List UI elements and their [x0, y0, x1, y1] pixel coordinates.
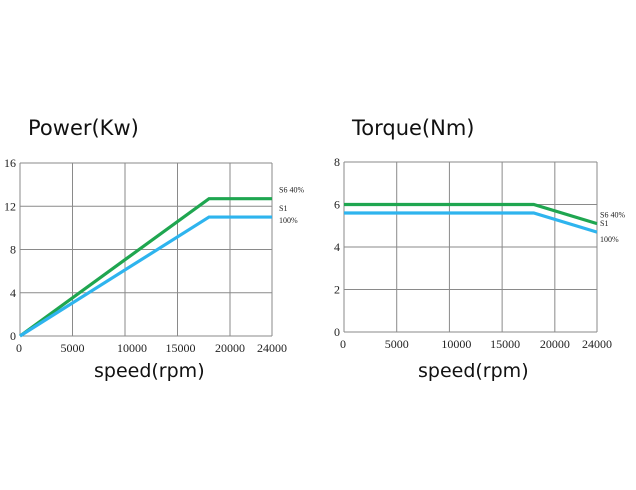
torque-series-label-0: S6 40% [600, 211, 625, 220]
torque-ytick-label-3: 6 [334, 198, 340, 212]
power-series-label-0: S6 40% [279, 186, 304, 195]
power-chart-title: Power(Kw) [28, 116, 139, 140]
torque-ytick-label-2: 4 [334, 240, 340, 254]
power-ytick-label-4: 16 [4, 156, 16, 170]
torque-xtick-label-4: 20000 [540, 337, 570, 351]
torque-ytick-label-4: 8 [334, 155, 340, 169]
power-series-label-1: S1 [279, 204, 287, 213]
torque-series-line-0 [344, 202, 598, 226]
power-series-line-0 [19, 197, 272, 338]
power-series-line-1 [19, 215, 272, 338]
power-xtick-label-3: 15000 [166, 341, 196, 355]
power-xtick-label-2: 10000 [117, 341, 147, 355]
torque-series-label-1: S1 [600, 219, 608, 228]
torque-xtick-label-2: 10000 [441, 337, 471, 351]
torque-xtick-label-0: 0 [340, 337, 346, 351]
power-ytick-label-1: 4 [10, 286, 16, 300]
power-ytick-label-0: 0 [10, 329, 16, 343]
torque-ytick-label-0: 0 [334, 325, 340, 339]
torque-ytick-label-1: 2 [334, 283, 340, 297]
torque-chart-title: Torque(Nm) [352, 116, 475, 140]
power-xtick-label-5: 24000 [257, 341, 287, 355]
torque-xtick-label-5: 24000 [582, 337, 612, 351]
torque-xtick-label-1: 5000 [385, 337, 409, 351]
power-series-label-line2-1: 100% [279, 216, 298, 225]
power-xtick-label-0: 0 [16, 341, 22, 355]
power-xtick-label-4: 20000 [215, 341, 245, 355]
power-chart-xlabel: speed(rpm) [94, 360, 205, 382]
torque-xtick-label-3: 15000 [490, 337, 520, 351]
torque-series-line-1 [344, 211, 598, 234]
torque-series-label-line2-1: 100% [600, 235, 619, 244]
power-ytick-label-2: 8 [10, 243, 16, 257]
power-ytick-label-3: 12 [4, 199, 16, 213]
power-xtick-label-1: 5000 [61, 341, 85, 355]
torque-chart-xlabel: speed(rpm) [418, 360, 529, 382]
